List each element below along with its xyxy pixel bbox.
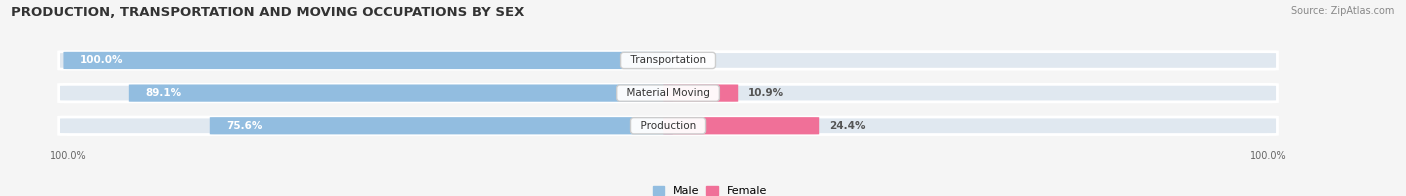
FancyBboxPatch shape bbox=[209, 117, 673, 134]
FancyBboxPatch shape bbox=[59, 84, 1278, 102]
Text: 100.0%: 100.0% bbox=[80, 55, 124, 65]
Text: 10.9%: 10.9% bbox=[748, 88, 785, 98]
Text: 24.4%: 24.4% bbox=[828, 121, 865, 131]
FancyBboxPatch shape bbox=[664, 117, 820, 134]
Legend: Male, Female: Male, Female bbox=[648, 181, 772, 196]
Text: Production: Production bbox=[634, 121, 703, 131]
Text: Transportation: Transportation bbox=[624, 55, 713, 65]
Text: 75.6%: 75.6% bbox=[226, 121, 263, 131]
FancyBboxPatch shape bbox=[63, 52, 673, 69]
FancyBboxPatch shape bbox=[59, 52, 1278, 69]
Text: Material Moving: Material Moving bbox=[620, 88, 716, 98]
FancyBboxPatch shape bbox=[129, 84, 673, 102]
Text: PRODUCTION, TRANSPORTATION AND MOVING OCCUPATIONS BY SEX: PRODUCTION, TRANSPORTATION AND MOVING OC… bbox=[11, 6, 524, 19]
Text: Source: ZipAtlas.com: Source: ZipAtlas.com bbox=[1291, 6, 1395, 16]
FancyBboxPatch shape bbox=[664, 84, 738, 102]
FancyBboxPatch shape bbox=[59, 117, 1278, 134]
Text: 89.1%: 89.1% bbox=[146, 88, 181, 98]
